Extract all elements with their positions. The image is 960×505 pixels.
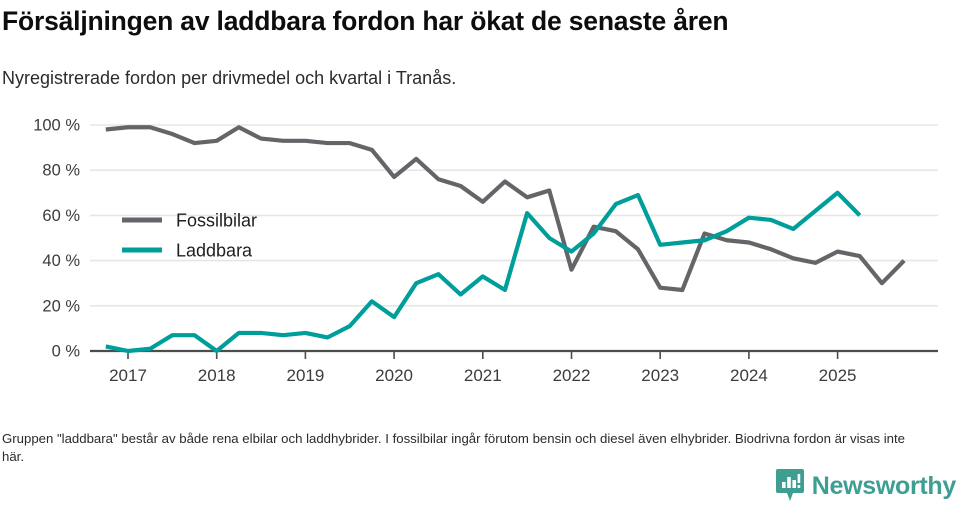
x-tick-label: 2017 xyxy=(109,366,147,385)
line-chart: 0 % 20 % 40 % 60 % 80 % 100 % 2017 2018 2019 2020… xyxy=(33,117,938,385)
x-tick-label: 2019 xyxy=(286,366,324,385)
y-tick-label: 40 % xyxy=(42,252,80,270)
bar-chart-pin-icon xyxy=(775,468,805,504)
y-tick-label: 80 % xyxy=(42,162,80,180)
y-tick-label: 100 % xyxy=(33,117,80,135)
brand-logo: Newsworthy xyxy=(775,468,956,504)
y-tick-label: 20 % xyxy=(42,297,80,315)
x-tick-label: 2022 xyxy=(553,366,591,385)
x-tick-label: 2020 xyxy=(375,366,413,385)
x-tick-label: 2021 xyxy=(464,366,502,385)
page-title: Försäljningen av laddbara fordon har öka… xyxy=(2,6,729,36)
legend-label: Fossilbilar xyxy=(176,211,257,231)
series-line-laddbara xyxy=(105,190,862,354)
x-tick-label: 2025 xyxy=(819,366,857,385)
x-tick-label: 2024 xyxy=(730,366,768,385)
chart-footnote: Gruppen "laddbara" består av både rena e… xyxy=(2,431,905,464)
legend-label: Laddbara xyxy=(176,241,253,261)
brand-name: Newsworthy xyxy=(811,471,957,500)
x-tick-label: 2018 xyxy=(198,366,236,385)
y-tick-label: 0 % xyxy=(52,343,81,361)
series-line-fossilbilar xyxy=(105,125,906,293)
y-tick-label: 60 % xyxy=(42,207,80,225)
chart-container: 0 % 20 % 40 % 60 % 80 % 100 % 2017 2018 2019 2020… xyxy=(0,108,960,396)
page-subtitle: Nyregistrerade fordon per drivmedel och … xyxy=(2,68,457,88)
x-tick-label: 2023 xyxy=(641,366,679,385)
